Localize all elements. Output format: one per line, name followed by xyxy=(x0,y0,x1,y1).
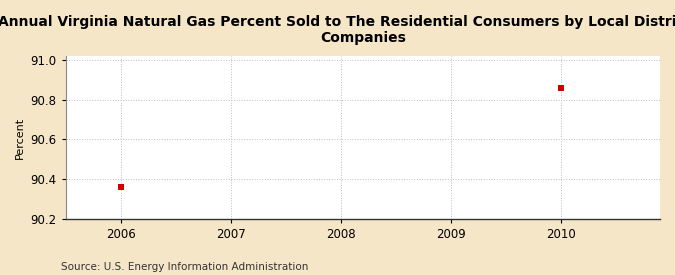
Point xyxy=(115,185,126,189)
Point xyxy=(556,86,566,90)
Title: Annual Virginia Natural Gas Percent Sold to The Residential Consumers by Local D: Annual Virginia Natural Gas Percent Sold… xyxy=(0,15,675,45)
Y-axis label: Percent: Percent xyxy=(15,116,25,159)
Text: Source: U.S. Energy Information Administration: Source: U.S. Energy Information Administ… xyxy=(61,262,308,272)
